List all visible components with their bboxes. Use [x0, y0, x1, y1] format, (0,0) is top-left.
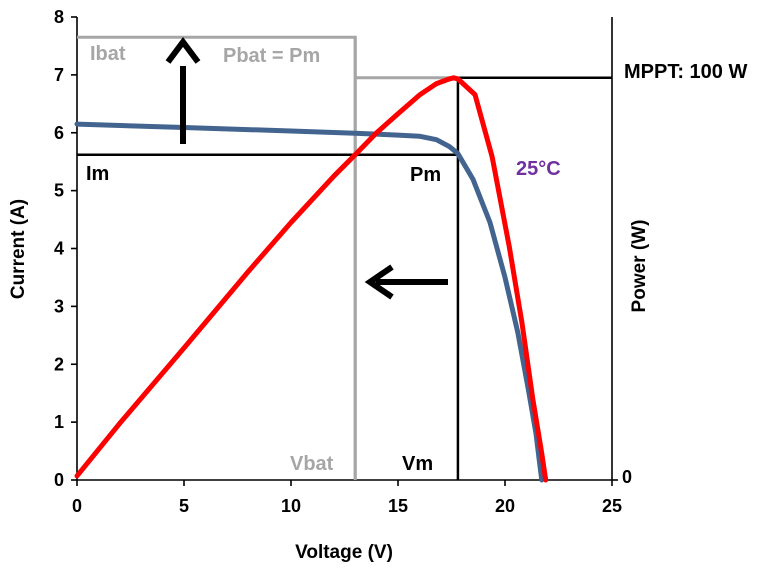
x-tick-label: 10 [281, 496, 301, 516]
up-arrow-icon [165, 37, 201, 144]
pm-label: Pm [410, 164, 441, 186]
y-tick-label: 4 [54, 239, 64, 259]
y-tick-label: 7 [54, 65, 64, 85]
y-tick-label: 8 [54, 7, 64, 27]
y2-axis-title: Power (W) [629, 220, 650, 313]
x-tick-label: 0 [72, 496, 82, 516]
tick-marks [71, 16, 618, 486]
power-curve-line [74, 75, 549, 483]
mppt-label: MPPT: 100 W [624, 61, 747, 83]
ibat-label: Ibat [90, 43, 126, 65]
pbat-eq-pm-label: Pbat = Pm [223, 45, 320, 67]
current-curve-line [74, 121, 545, 483]
im-label: Im [86, 163, 109, 185]
y2-tick-label: 0 [622, 467, 632, 487]
y-tick-label: 6 [54, 123, 64, 143]
y-tick-label: 0 [54, 470, 64, 490]
y-tick-label: 5 [54, 181, 64, 201]
y-axis-title: Current (A) [8, 199, 29, 299]
x-tick-label: 5 [179, 496, 189, 516]
y-tick-label: 1 [54, 412, 64, 432]
x-tick-label: 15 [388, 496, 408, 516]
temperature-label: 25°C [516, 158, 561, 180]
x-tick-label: 25 [602, 496, 622, 516]
ibat-reference-line [77, 35, 357, 480]
y-tick-label: 2 [54, 354, 64, 374]
y-tick-label: 3 [54, 296, 64, 316]
vbat-label: Vbat [290, 453, 334, 475]
x-tick-label: 20 [495, 496, 515, 516]
left-arrow-icon [364, 264, 448, 300]
vm-label: Vm [402, 453, 433, 475]
x-axis-title: Voltage (V) [295, 542, 393, 563]
